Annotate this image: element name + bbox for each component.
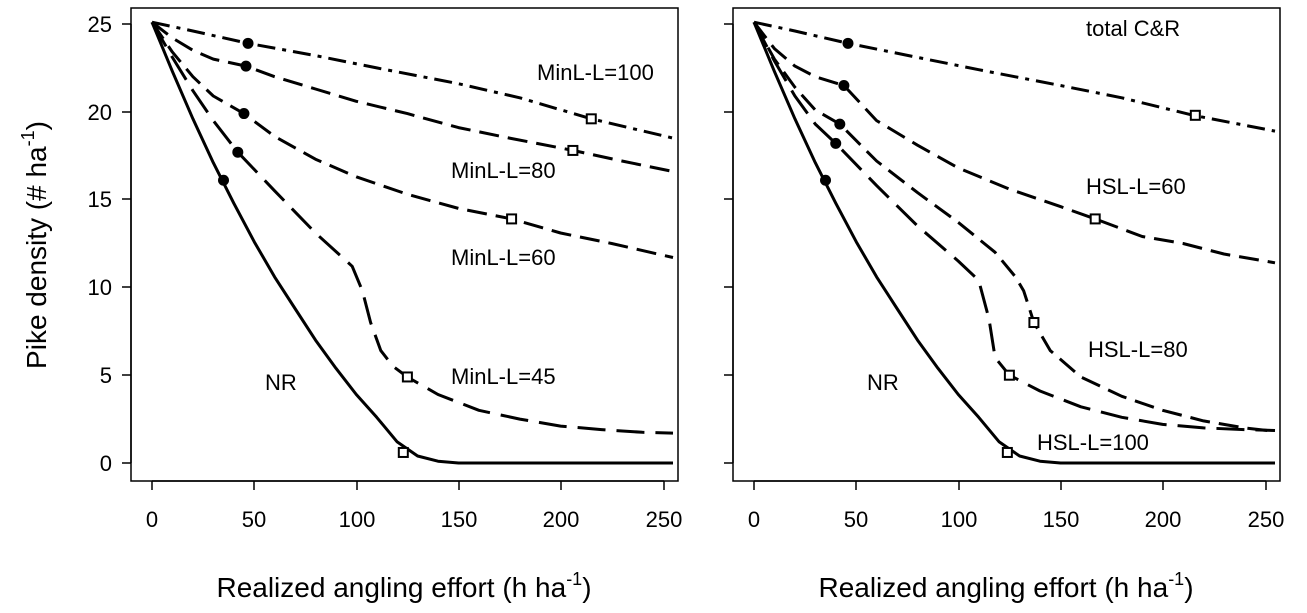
x-tick-label: 100 <box>339 507 376 532</box>
y-axis: 0 5 10 15 20 25 <box>88 12 132 476</box>
open-square-marker <box>1189 109 1201 121</box>
series-line <box>752 21 1276 432</box>
series-line <box>150 21 673 465</box>
x-axis-title: Realized angling effort (h ha-1) <box>818 569 1193 603</box>
open-square-marker <box>401 371 413 383</box>
curve-label: total C&R <box>1086 16 1180 41</box>
open-square-marker <box>567 144 579 156</box>
filled-circle-marker <box>232 146 244 158</box>
filled-circle-marker <box>238 108 250 120</box>
curve-label: NR <box>867 370 899 395</box>
filled-circle-marker <box>830 137 842 149</box>
curve-label: HSL-L=60 <box>1086 174 1186 199</box>
filled-circle-marker <box>834 118 846 130</box>
x-axis: 0 50 100 150 200 250 <box>146 480 683 532</box>
y-axis <box>724 23 734 464</box>
curve-label: MinL-L=60 <box>451 245 556 270</box>
y-tick-label: 20 <box>88 100 112 125</box>
series-line <box>151 20 674 140</box>
x-tick-label: 50 <box>844 507 868 532</box>
filled-circle-marker <box>242 37 254 49</box>
filled-circle-marker <box>842 37 854 49</box>
x-tick-label: 50 <box>242 507 266 532</box>
plot-frame <box>732 7 1281 482</box>
series-line <box>752 21 1276 433</box>
x-tick-label: 0 <box>146 507 158 532</box>
series-line <box>753 20 1276 133</box>
x-tick-label: 150 <box>1043 507 1080 532</box>
x-tick-label: 0 <box>748 507 760 532</box>
y-tick-label: 25 <box>88 12 112 37</box>
y-tick-label: 5 <box>100 363 112 388</box>
series-line <box>151 21 674 173</box>
open-square-marker <box>585 113 597 125</box>
series-line <box>150 21 674 435</box>
open-square-marker <box>1089 213 1101 225</box>
series-line <box>752 21 1276 265</box>
panel-left: 0 50 100 150 200 250 0 5 10 15 20 25 Pik… <box>18 7 683 603</box>
curve-label: NR <box>265 370 297 395</box>
y-tick-label: 10 <box>88 275 112 300</box>
x-tick-label: 250 <box>1248 507 1285 532</box>
open-square-marker <box>1001 446 1013 458</box>
curve-label: HSL-L=100 <box>1037 430 1149 455</box>
open-square-marker <box>397 446 409 458</box>
x-axis: 0 50 100 150 200 250 <box>748 480 1285 532</box>
panel-right: 0 50 100 150 200 250 Realized angling ef… <box>724 7 1285 603</box>
x-tick-label: 100 <box>941 507 978 532</box>
x-tick-label: 150 <box>441 507 478 532</box>
open-square-marker <box>1028 317 1040 329</box>
filled-circle-marker <box>218 174 230 186</box>
filled-circle-marker <box>240 60 252 72</box>
filled-circle-marker <box>838 79 850 91</box>
filled-circle-marker <box>820 174 832 186</box>
open-square-marker <box>1003 369 1015 381</box>
curve-label: MinL-L=100 <box>537 60 654 85</box>
curve-label: MinL-L=80 <box>451 158 556 183</box>
y-axis-title: Pike density (# ha-1) <box>18 121 52 369</box>
x-tick-label: 250 <box>646 507 683 532</box>
plot-area <box>752 20 1276 465</box>
y-tick-label: 15 <box>88 187 112 212</box>
x-tick-label: 200 <box>1145 507 1182 532</box>
x-tick-label: 200 <box>543 507 580 532</box>
y-tick-label: 0 <box>100 451 112 476</box>
plot-area <box>150 20 674 465</box>
curve-label: MinL-L=45 <box>451 364 556 389</box>
open-square-marker <box>506 213 518 225</box>
x-axis-title: Realized angling effort (h ha-1) <box>216 569 591 603</box>
series-line <box>150 21 674 259</box>
series-line <box>752 21 1275 465</box>
curve-label: HSL-L=80 <box>1088 337 1188 362</box>
